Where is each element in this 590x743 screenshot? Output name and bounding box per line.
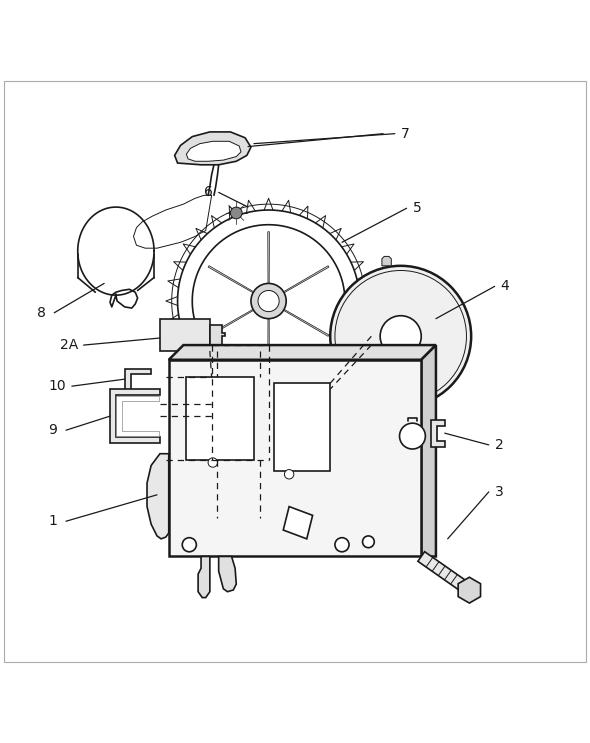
Polygon shape bbox=[208, 308, 256, 337]
Polygon shape bbox=[124, 369, 151, 390]
Text: eReplacementParts.com: eReplacementParts.com bbox=[194, 380, 396, 398]
Polygon shape bbox=[382, 400, 391, 406]
Text: 6: 6 bbox=[204, 186, 213, 199]
Text: 2A: 2A bbox=[60, 338, 78, 352]
Polygon shape bbox=[382, 256, 391, 266]
Circle shape bbox=[284, 470, 294, 479]
Polygon shape bbox=[186, 141, 241, 161]
Text: 8: 8 bbox=[37, 306, 45, 319]
Text: 10: 10 bbox=[48, 379, 66, 393]
Polygon shape bbox=[175, 132, 251, 165]
Circle shape bbox=[330, 266, 471, 406]
Text: 2: 2 bbox=[494, 438, 503, 452]
Text: 5: 5 bbox=[412, 201, 421, 215]
Polygon shape bbox=[281, 266, 329, 294]
Polygon shape bbox=[283, 507, 313, 539]
Text: 1: 1 bbox=[48, 514, 57, 528]
Polygon shape bbox=[268, 232, 270, 286]
Polygon shape bbox=[186, 377, 254, 460]
Circle shape bbox=[182, 538, 196, 552]
Polygon shape bbox=[281, 308, 329, 337]
Polygon shape bbox=[458, 577, 480, 603]
Circle shape bbox=[251, 283, 286, 319]
Polygon shape bbox=[198, 557, 210, 597]
Polygon shape bbox=[160, 319, 210, 351]
Text: 3: 3 bbox=[494, 485, 503, 499]
Polygon shape bbox=[169, 345, 436, 360]
Polygon shape bbox=[418, 551, 466, 590]
Circle shape bbox=[231, 207, 242, 219]
Polygon shape bbox=[116, 396, 159, 436]
Circle shape bbox=[362, 536, 374, 548]
Polygon shape bbox=[210, 325, 225, 345]
Polygon shape bbox=[110, 389, 160, 443]
Polygon shape bbox=[208, 266, 256, 294]
Circle shape bbox=[399, 424, 425, 449]
Circle shape bbox=[208, 458, 218, 467]
Text: 7: 7 bbox=[401, 126, 409, 140]
Circle shape bbox=[258, 291, 279, 311]
Polygon shape bbox=[268, 316, 270, 370]
Circle shape bbox=[382, 403, 391, 412]
Text: 4: 4 bbox=[500, 279, 509, 293]
Polygon shape bbox=[431, 420, 445, 447]
Circle shape bbox=[335, 538, 349, 552]
Polygon shape bbox=[169, 360, 421, 557]
Polygon shape bbox=[274, 383, 330, 471]
Text: 9: 9 bbox=[48, 424, 57, 437]
Circle shape bbox=[380, 316, 421, 357]
Polygon shape bbox=[147, 454, 169, 539]
Polygon shape bbox=[421, 345, 436, 557]
Polygon shape bbox=[219, 557, 236, 591]
